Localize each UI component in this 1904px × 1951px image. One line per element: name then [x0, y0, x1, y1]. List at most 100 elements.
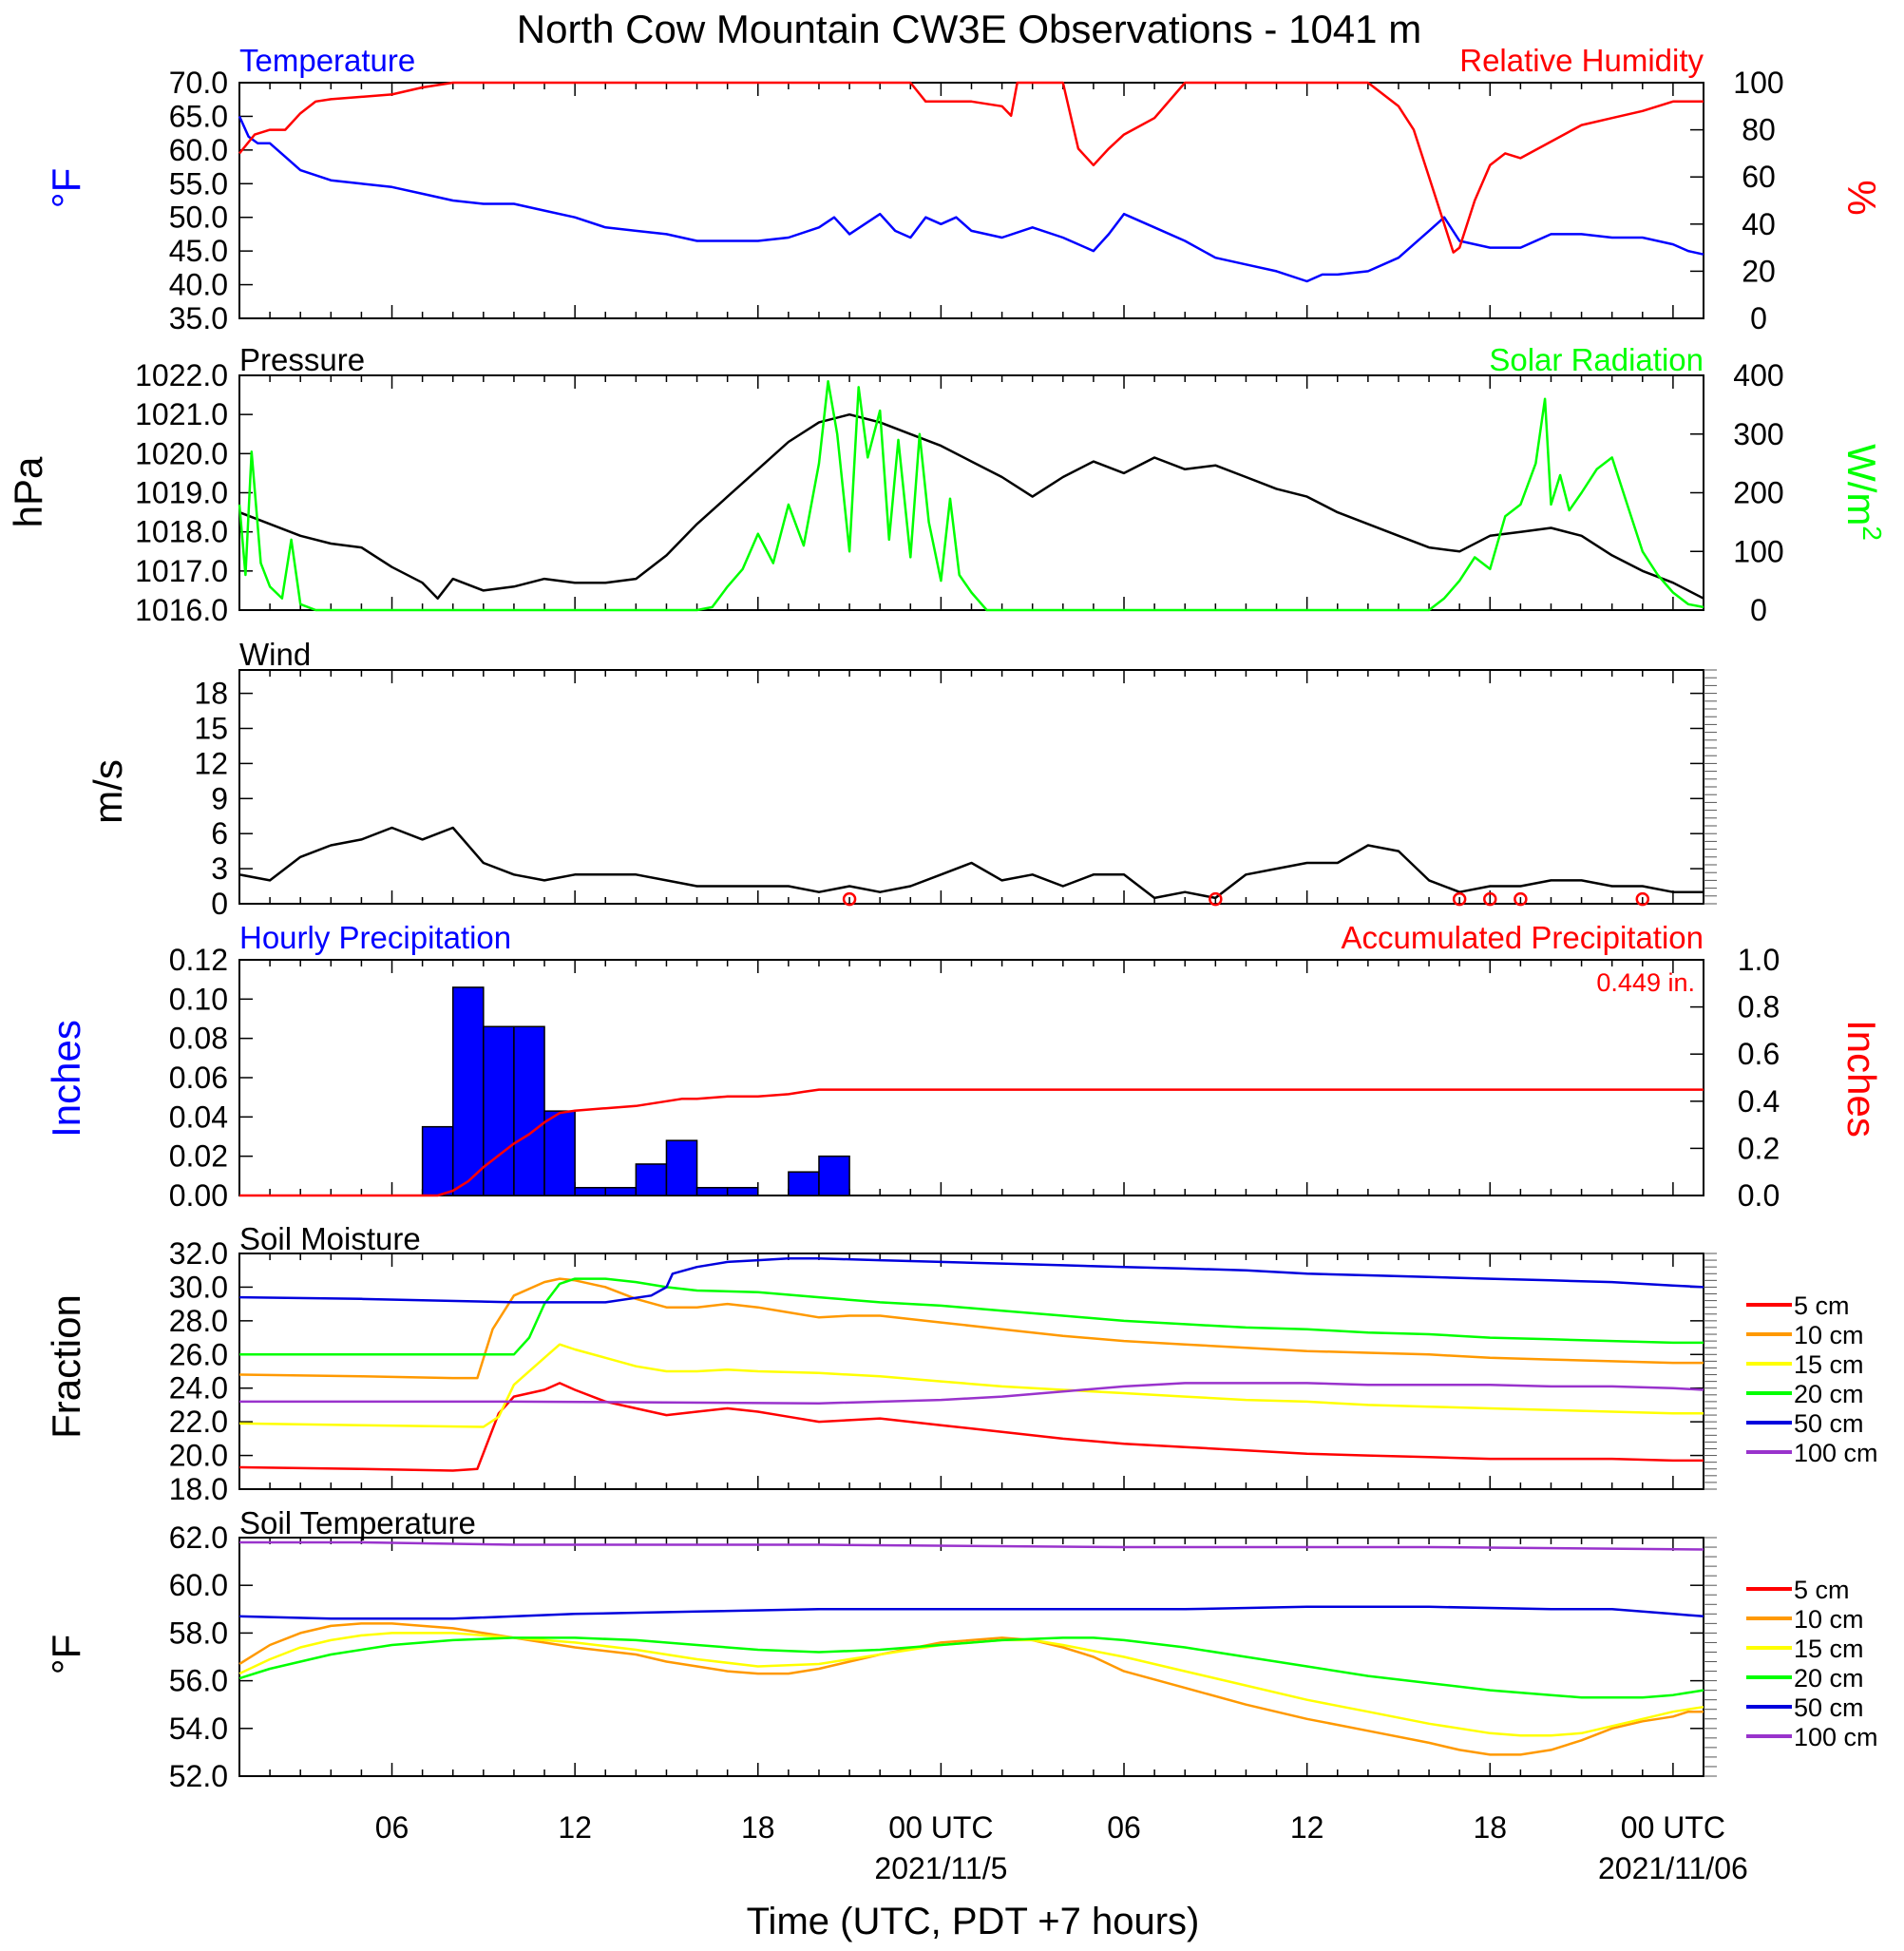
legend-label: 15 cm — [1794, 1635, 1864, 1663]
panel-left-title: Soil Moisture — [239, 1221, 421, 1256]
legend-label: 50 cm — [1794, 1693, 1864, 1722]
panel-left-title: Pressure — [239, 342, 365, 377]
y-right-tick-label: 200 — [1733, 476, 1783, 510]
legend-label: 10 cm — [1794, 1605, 1864, 1634]
y-right-tick-label: 0.2 — [1738, 1131, 1780, 1165]
legend-label: 15 cm — [1794, 1350, 1864, 1379]
y-left-tick-label: 1019.0 — [135, 476, 228, 510]
y-right-tick-label: 20 — [1742, 254, 1776, 288]
y-left-tick-label: 22.0 — [169, 1405, 228, 1439]
series-line — [239, 1088, 1704, 1197]
panel-right-title: Relative Humidity — [1459, 43, 1704, 78]
panel-right-title: Accumulated Precipitation — [1341, 920, 1704, 955]
panel-precipitation: Hourly Precipitation Accumulated Precipi… — [44, 920, 1884, 1213]
x-tick-label: 06 — [1107, 1810, 1141, 1845]
y-right-tick-label: 40 — [1742, 207, 1776, 241]
series-line-20-cm — [239, 1277, 1704, 1356]
ylabel-right-sup: 2 — [1857, 526, 1887, 541]
y-right-tick-label: 0.4 — [1738, 1084, 1780, 1119]
y-left-tick-label: 0.06 — [169, 1061, 228, 1095]
panel-marks: 1016.0 1017.0 1018.0 1019.0 1020.0 1021.0 1022… — [135, 358, 1784, 627]
ylabel-right: % — [1839, 180, 1884, 215]
precip-bar — [665, 1139, 698, 1196]
series-line-50-cm — [238, 1257, 1704, 1304]
series-line — [238, 826, 1704, 900]
y-left-tick-label: 0.04 — [169, 1100, 228, 1134]
y-left-tick-label: 70.0 — [169, 66, 228, 100]
y-left-tick-label: 6 — [211, 816, 228, 851]
ylabel-left: Inches — [44, 1020, 88, 1138]
y-left-tick-label: 9 — [211, 781, 228, 815]
precip-bar — [451, 986, 485, 1196]
panel-left-title: Soil Temperature — [239, 1505, 476, 1540]
accumulated-total-label: 0.449 in. — [1596, 968, 1695, 997]
legend-label: 20 cm — [1794, 1664, 1864, 1693]
y-right-tick-label: 300 — [1733, 417, 1783, 451]
y-left-tick-label: 0.00 — [169, 1178, 228, 1213]
ylabel-left: °F — [44, 168, 88, 208]
ylabel-right: W/m2 — [1839, 444, 1887, 541]
calm-wind-marker — [842, 891, 857, 907]
series-line-10-cm — [238, 1622, 1704, 1756]
series-line — [238, 115, 1704, 283]
y-right-tick-label: 0 — [1750, 301, 1767, 335]
y-left-tick-label: 20.0 — [169, 1439, 228, 1473]
panel-right-title: Solar Radiation — [1489, 342, 1704, 377]
ylabel-left: °F — [44, 1635, 88, 1674]
y-left-tick-label: 12 — [194, 746, 228, 780]
precip-bar — [513, 1025, 545, 1196]
y-right-tick-label: 100 — [1733, 534, 1783, 568]
y-right-tick-label: 0.6 — [1738, 1037, 1780, 1071]
series-line-50-cm — [238, 1605, 1704, 1620]
precip-bar — [543, 1110, 576, 1196]
panel-frame — [238, 1253, 1704, 1490]
y-left-tick-label: 40.0 — [169, 268, 228, 302]
x-tick-label: 06 — [375, 1810, 409, 1845]
panel-marks: 0.00 0.02 0.04 0.06 0.08 0.10 0.12 0.0 0.2 0.4 0.6… — [169, 943, 1780, 1213]
legend-label: 10 cm — [1794, 1321, 1864, 1349]
y-left-tick-label: 28.0 — [169, 1304, 228, 1338]
y-left-tick-label: 52.0 — [169, 1759, 228, 1793]
series-line-100-cm — [239, 1382, 1704, 1405]
y-left-tick-label: 56.0 — [169, 1664, 228, 1698]
y-right-tick-label: 60 — [1742, 160, 1776, 194]
y-left-tick-label: 24.0 — [169, 1371, 228, 1406]
y-right-tick-label: 100 — [1733, 66, 1783, 100]
y-left-tick-label: 60.0 — [169, 133, 228, 167]
ylabel-left: m/s — [86, 759, 130, 824]
y-left-tick-label: 62.0 — [169, 1521, 228, 1555]
panel-marks: 52.0 54.0 56.0 58.0 60.0 62.0 — [169, 1521, 1717, 1793]
precip-bar — [695, 1186, 729, 1196]
y-left-tick-label: 0.10 — [169, 982, 228, 1016]
series-line-15-cm — [238, 1343, 1704, 1428]
panel-soil-moisture: Soil Moisture Fraction 18.020.022.024.02… — [44, 1221, 1717, 1506]
y-left-tick-label: 18.0 — [169, 1472, 228, 1506]
y-left-tick-label: 1016.0 — [135, 593, 228, 627]
x-date-label: 2021/11/5 — [874, 1851, 1007, 1885]
series-line-10-cm — [238, 1277, 1704, 1380]
panel-marks: 18.020.022.024.026.028.030.032.0 — [169, 1236, 1717, 1506]
y-right-tick-label: 0 — [1750, 593, 1767, 627]
y-left-tick-label: 1021.0 — [135, 397, 228, 431]
precip-bar — [788, 1171, 820, 1196]
precip-bar — [635, 1163, 668, 1196]
panel-temperature-humidity: Temperature Relative Humidity °F % 35.04… — [44, 43, 1884, 335]
calm-wind-marker — [1209, 891, 1223, 907]
panel-frame — [238, 1537, 1704, 1777]
y-left-tick-label: 65.0 — [169, 99, 228, 133]
chart-title: North Cow Mountain CW3E Observations - 1… — [517, 7, 1421, 51]
y-left-tick-label: 35.0 — [169, 301, 228, 335]
ylabel-left: Fraction — [44, 1294, 88, 1439]
legend-label: 50 cm — [1794, 1409, 1864, 1438]
y-left-tick-label: 32.0 — [169, 1236, 228, 1271]
calm-wind-marker — [1483, 891, 1497, 907]
y-right-tick-label: 400 — [1733, 358, 1783, 392]
series-line-15-cm — [238, 1632, 1704, 1737]
panel-marks: 35.040.045.050.055.060.065.070.0 0 20 40 60 8… — [169, 66, 1784, 335]
panel-pressure-solar: Pressure Solar Radiation hPa W/m2 1016.0… — [6, 342, 1887, 627]
series-line-20-cm — [238, 1636, 1704, 1699]
